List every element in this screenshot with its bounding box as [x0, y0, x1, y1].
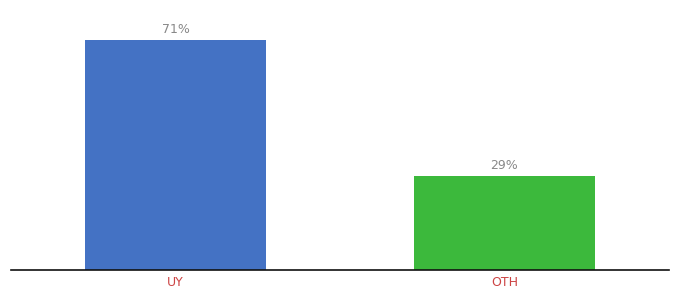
Bar	[85, 40, 266, 270]
Text: 71%: 71%	[162, 23, 190, 36]
Text: 29%: 29%	[490, 160, 518, 172]
Bar	[414, 176, 595, 270]
